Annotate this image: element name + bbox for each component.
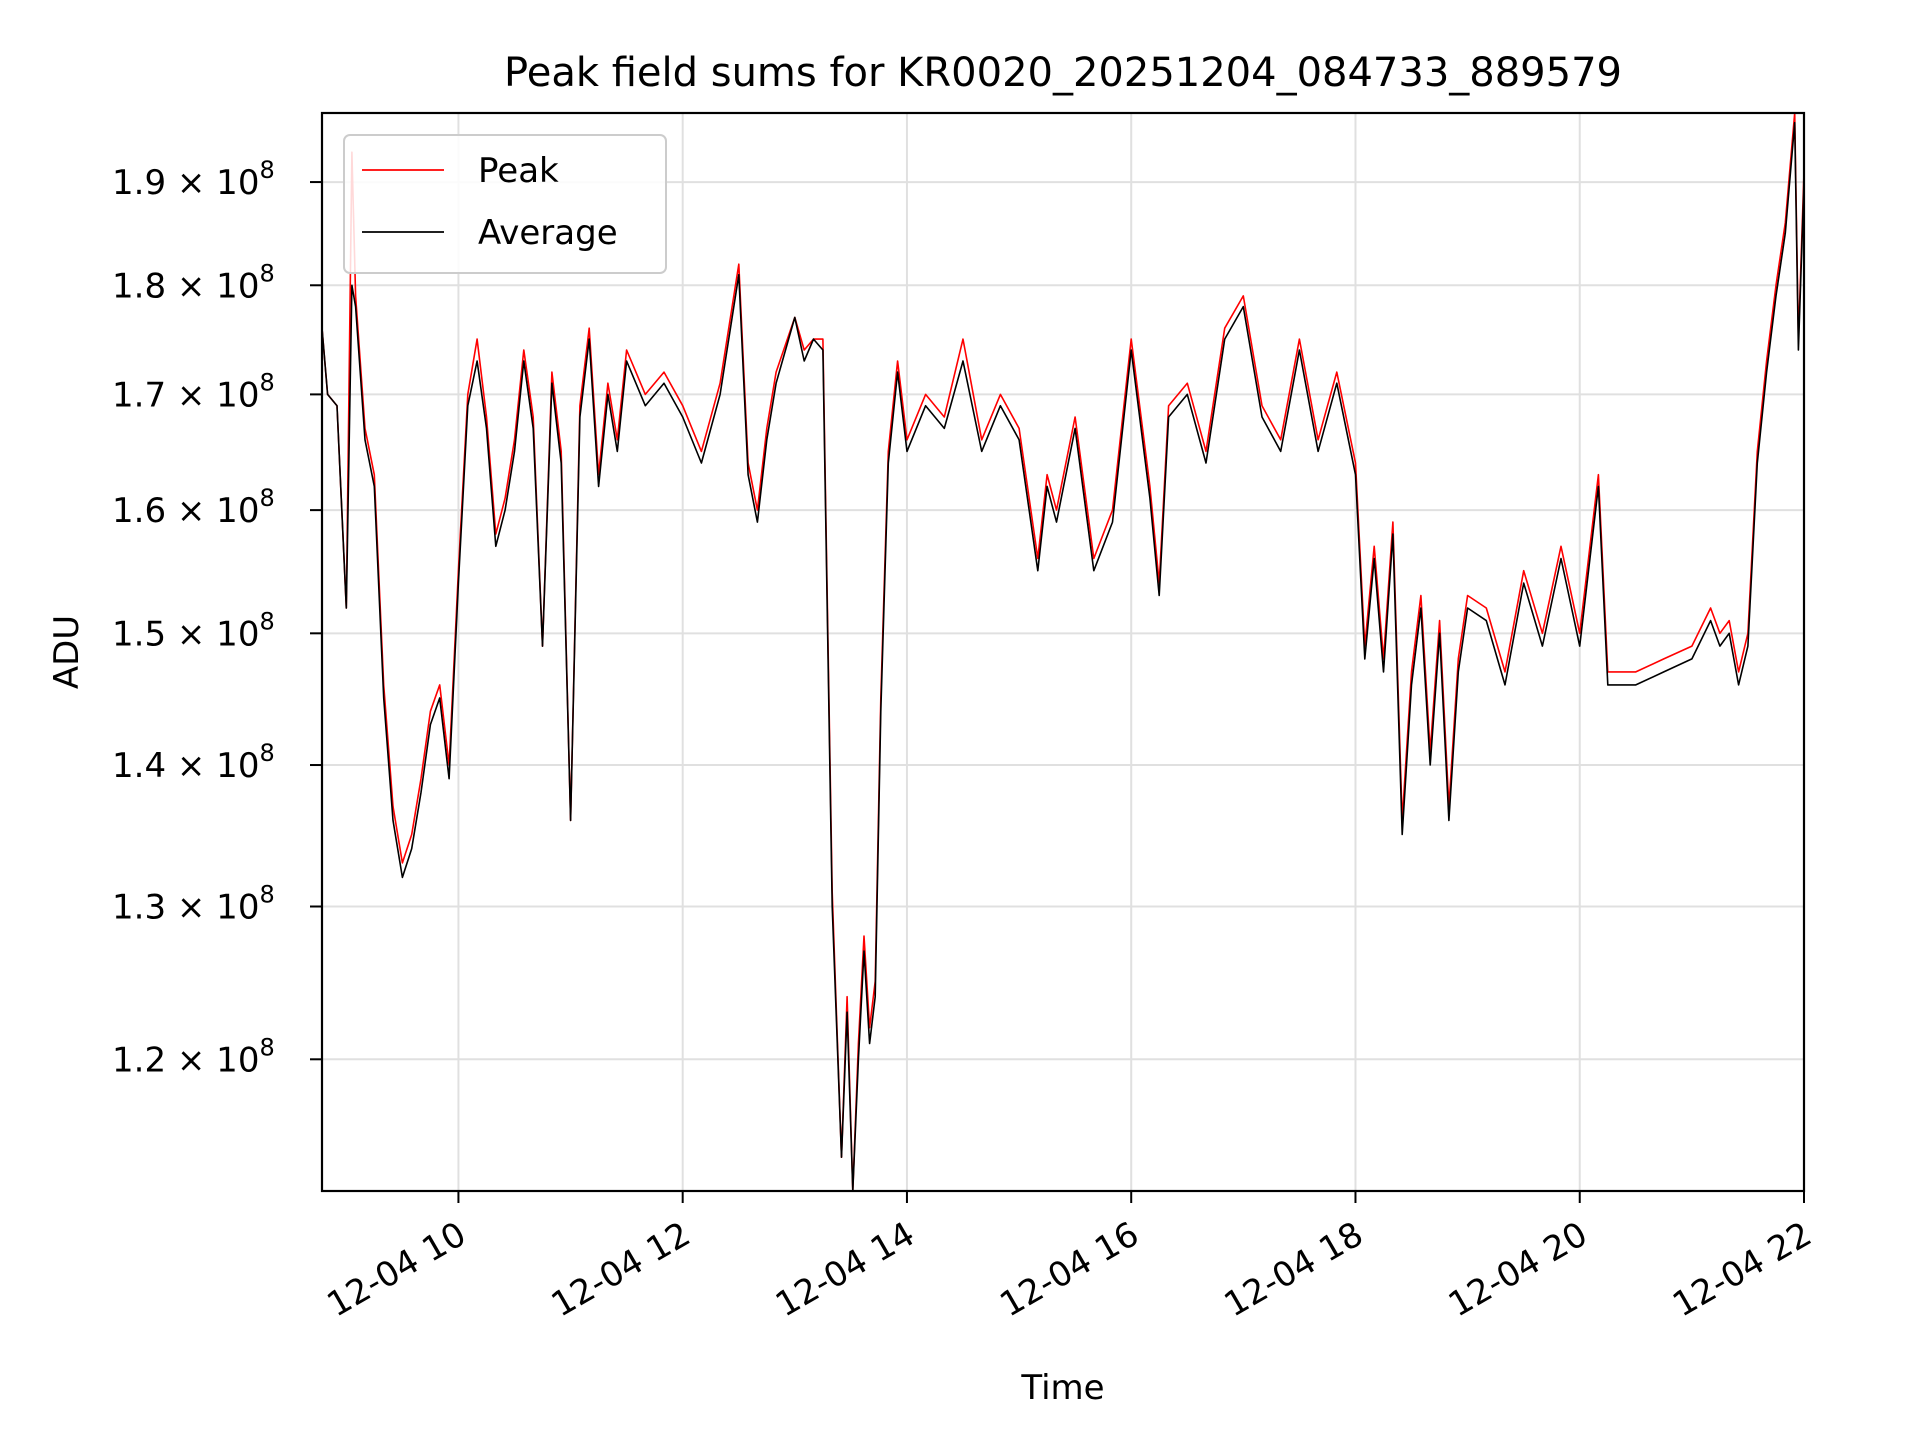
y-tick-exponent: 8 [259,880,274,908]
series-line-peak [322,113,1804,1191]
y-tick-mantissa: 1.2 [112,1040,166,1080]
y-tick-label: 1.7 × 108 [112,368,275,415]
y-tick-times-sign: × 10 [166,1040,259,1080]
y-tick-label: 1.8 × 108 [112,259,275,306]
y-tick-exponent: 8 [259,259,274,287]
series-line-average [322,121,1804,1191]
y-tick-times-sign: × 10 [166,491,259,531]
y-axis-label: ADU [47,615,87,689]
y-tick-mantissa: 1.6 [112,491,166,531]
y-tick-exponent: 8 [259,156,274,184]
series-layer [322,113,1804,1191]
y-tick-times-sign: × 10 [166,614,259,654]
y-tick-label: 1.5 × 108 [112,607,275,654]
y-tick-exponent: 8 [259,607,274,635]
y-tick-mantissa: 1.9 [112,163,166,203]
gridlines [322,113,1805,1191]
y-tick-times-sign: × 10 [166,266,259,306]
y-tick-exponent: 8 [259,484,274,512]
y-tick-label: 1.3 × 108 [112,880,275,927]
y-tick-exponent: 8 [259,368,274,396]
legend-label-average: Average [478,213,618,253]
y-tick-mantissa: 1.7 [112,375,166,415]
legend: Peak Average [343,134,667,274]
y-tick-exponent: 8 [259,1033,274,1061]
y-tick-times-sign: × 10 [166,375,259,415]
y-tick-mantissa: 1.3 [112,887,166,927]
y-tick-times-sign: × 10 [166,887,259,927]
y-tick-mantissa: 1.8 [112,266,166,306]
y-tick-label: 1.9 × 108 [112,156,275,203]
x-axis-label: Time [1020,1368,1104,1408]
plot-frame [320,111,1806,1193]
y-tick-times-sign: × 10 [166,163,259,203]
y-tick-label: 1.2 × 108 [112,1033,275,1080]
y-tick-mantissa: 1.5 [112,614,166,654]
chart-title: Peak field sums for KR0020_20251204_0847… [504,50,1622,96]
y-tick-exponent: 8 [259,739,274,767]
legend-label-peak: Peak [478,151,559,191]
y-tick-mantissa: 1.4 [112,746,166,786]
y-tick-times-sign: × 10 [166,746,259,786]
y-tick-label: 1.4 × 108 [112,739,275,786]
y-tick-label: 1.6 × 108 [112,484,275,531]
